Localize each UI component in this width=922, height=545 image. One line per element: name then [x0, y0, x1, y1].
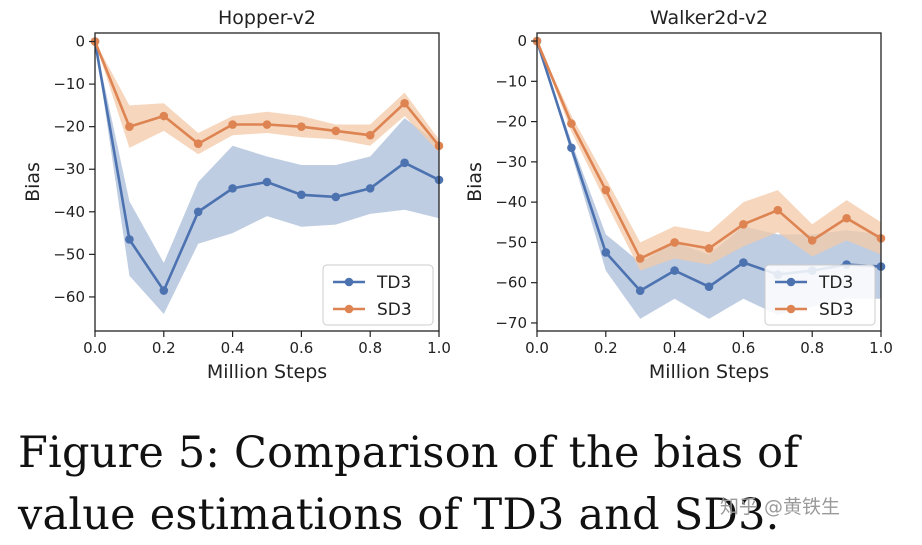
- y-tick-label: −10: [53, 75, 85, 93]
- data-point-td3: [228, 184, 237, 193]
- data-point-sd3: [400, 98, 409, 108]
- x-tick-label: 1.0: [869, 339, 893, 357]
- data-point-sd3: [125, 122, 134, 131]
- y-axis-label: Bias: [464, 162, 486, 202]
- data-point-td3: [262, 177, 272, 187]
- legend-label-sd3: SD3: [819, 300, 854, 320]
- data-point-td3: [365, 184, 375, 193]
- y-tick-label: −50: [53, 245, 85, 263]
- x-tick-label: 1.0: [427, 339, 451, 357]
- data-point-sd3: [193, 139, 203, 148]
- data-point-sd3: [159, 111, 169, 121]
- data-point-sd3: [297, 122, 306, 131]
- data-point-td3: [739, 258, 748, 267]
- plot-frame: [94, 32, 440, 332]
- legend-marker-sd3: [344, 304, 354, 314]
- data-point-sd3: [601, 185, 611, 195]
- data-point-sd3: [331, 126, 341, 136]
- y-tick-label: −30: [53, 160, 85, 178]
- data-point-td3: [635, 286, 645, 296]
- x-tick-label: 0.8: [800, 339, 824, 357]
- data-point-sd3: [739, 219, 748, 229]
- x-tick-label: 0.4: [221, 339, 245, 357]
- x-tick-label: 0.4: [663, 339, 687, 357]
- y-tick-label: −50: [495, 233, 527, 251]
- data-point-td3: [297, 190, 306, 200]
- x-axis-label: Million Steps: [207, 361, 327, 383]
- data-point-sd3: [567, 119, 576, 128]
- figure-caption-line-1: Figure 5: Comparison of the bias of: [18, 428, 800, 478]
- figure-panels: 0.0 0.2 0.4 0.6 0.8 1.0 0 −10 −20 −30 −40 −50 −60 Hop…: [22, 7, 893, 383]
- figure-caption-line-2: value estimations of TD3 and SD3.: [18, 490, 780, 540]
- plot-frame: [536, 32, 882, 332]
- x-tick-label: 0.2: [152, 339, 176, 357]
- y-tick-label: −70: [495, 314, 527, 332]
- y-tick-label: 0: [75, 33, 85, 51]
- legend-label-td3: TD3: [376, 273, 411, 293]
- y-tick-label: −40: [53, 203, 85, 221]
- data-point-sd3: [670, 238, 679, 247]
- data-point-sd3: [807, 236, 817, 245]
- x-tick-label: 0.6: [731, 339, 755, 357]
- data-point-sd3: [704, 244, 714, 253]
- data-point-td3: [704, 282, 714, 292]
- y-axis-label: Bias: [22, 162, 44, 202]
- y-tick-label: 0: [517, 32, 527, 50]
- x-tick-label: 0.0: [525, 339, 549, 357]
- y-tick-label: −60: [53, 288, 85, 306]
- data-point-td3: [125, 235, 134, 244]
- data-point-sd3: [228, 120, 237, 129]
- chart-title: Walker2d-v2: [650, 7, 768, 29]
- x-tick-label: 0.0: [83, 339, 107, 357]
- y-tick-label: −40: [495, 193, 527, 211]
- y-tick-label: −20: [495, 113, 527, 131]
- y-tick-label: −30: [495, 153, 527, 171]
- data-point-sd3: [635, 254, 645, 263]
- data-point-sd3: [365, 130, 375, 140]
- y-tick-label: −10: [495, 72, 527, 90]
- legend-label-td3: TD3: [818, 273, 853, 293]
- y-tick-label: −60: [495, 274, 527, 292]
- chart-title: Hopper-v2: [218, 7, 316, 29]
- x-axis-label: Million Steps: [649, 361, 769, 383]
- watermark-text: 知乎 @黄铁生: [720, 496, 841, 518]
- legend-marker-td3: [344, 277, 354, 287]
- confidence-band-sd3: [95, 41, 439, 155]
- x-tick-label: 0.2: [594, 339, 618, 357]
- data-point-td3: [601, 248, 611, 257]
- x-tick-label: 0.6: [289, 339, 313, 357]
- data-point-td3: [400, 158, 409, 168]
- data-point-sd3: [842, 213, 851, 223]
- confidence-band-sd3: [537, 41, 881, 271]
- legend-label-sd3: SD3: [377, 300, 412, 320]
- data-point-td3: [567, 143, 576, 153]
- data-point-sd3: [773, 205, 783, 215]
- chart-1: [89, 32, 444, 337]
- data-point-td3: [331, 192, 341, 202]
- y-tick-label: −20: [53, 118, 85, 136]
- data-point-td3: [670, 266, 679, 275]
- x-tick-label: 0.8: [358, 339, 382, 357]
- legend-marker-td3: [786, 277, 796, 287]
- chart-2: [531, 32, 886, 337]
- data-point-td3: [159, 286, 169, 295]
- confidence-band-td3: [537, 41, 881, 319]
- data-point-td3: [193, 207, 203, 217]
- data-point-sd3: [262, 120, 272, 129]
- legend-marker-sd3: [786, 304, 796, 314]
